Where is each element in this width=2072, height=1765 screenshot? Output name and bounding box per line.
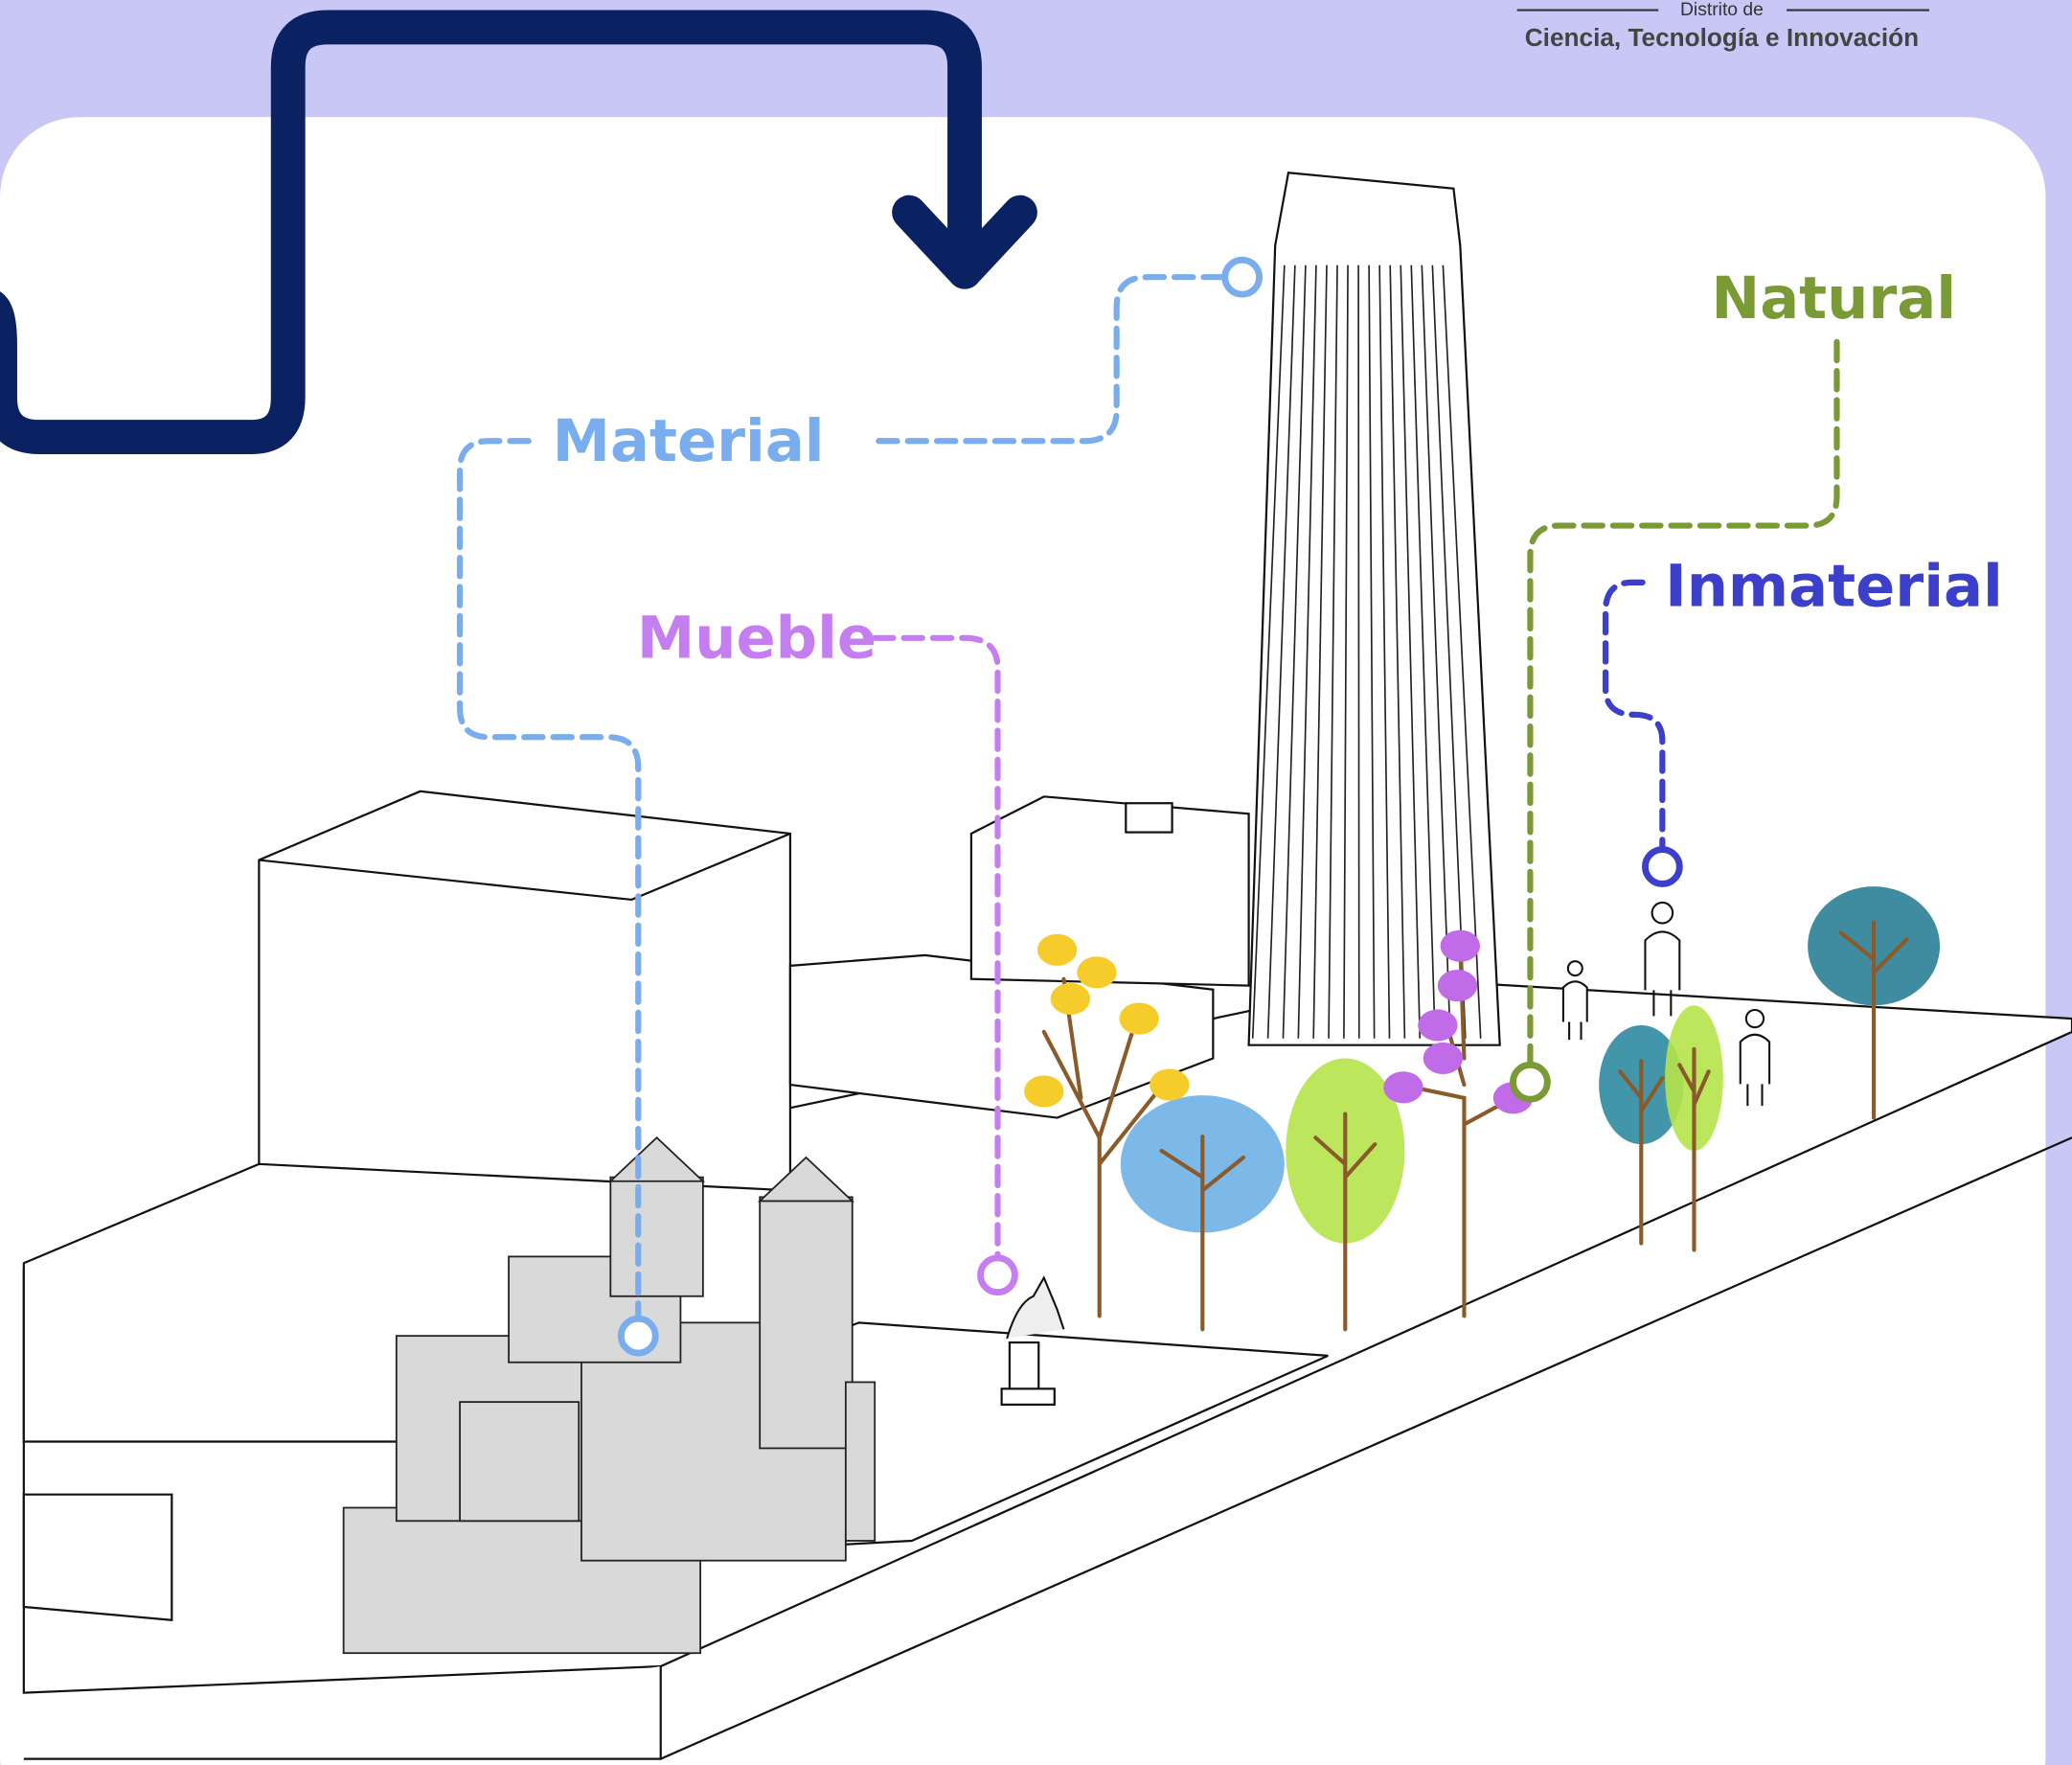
person-head: [1746, 1010, 1764, 1027]
blossom: [1051, 983, 1090, 1015]
blossom: [1037, 934, 1077, 966]
marker: [981, 1258, 1015, 1293]
plinth: [1010, 1342, 1038, 1392]
block: [24, 1495, 172, 1620]
blossom: [1024, 1075, 1063, 1107]
person-head: [1568, 961, 1582, 975]
blossom: [1383, 1071, 1423, 1103]
blossom: [1418, 1009, 1457, 1041]
label-material: Material: [553, 408, 825, 475]
blossom: [1441, 930, 1480, 962]
church-part: [846, 1382, 875, 1541]
church-part: [760, 1197, 853, 1448]
church-part: [460, 1402, 579, 1521]
marker: [1513, 1065, 1547, 1099]
label-mueble: Mueble: [637, 605, 877, 672]
blossom: [1423, 1043, 1463, 1074]
marker: [1225, 260, 1260, 294]
marker: [621, 1318, 655, 1353]
church-part: [610, 1178, 703, 1296]
header-subtitle: Distrito de: [1680, 0, 1764, 20]
blossom: [1438, 970, 1477, 1001]
marker: [1645, 850, 1679, 884]
fin: [1358, 265, 1359, 1039]
block: [971, 796, 1249, 985]
blossom: [1077, 956, 1116, 988]
plinth-base: [1002, 1388, 1055, 1405]
blossom: [1119, 1003, 1158, 1035]
blossom: [1150, 1069, 1189, 1101]
header-title: Ciencia, Tecnología e Innovación: [1525, 23, 1919, 52]
diagram: Distrito de Ciencia, Tecnología e Innova…: [0, 0, 2072, 1765]
header: Distrito de Ciencia, Tecnología e Innova…: [1517, 0, 1929, 52]
label-natural: Natural: [1711, 265, 1956, 332]
label-inmaterial: Inmaterial: [1665, 554, 2003, 621]
page: {"header":{"subtitle":"Distrito de","tit…: [0, 0, 2072, 1765]
roof-box: [1126, 803, 1172, 832]
person-head: [1652, 903, 1674, 924]
